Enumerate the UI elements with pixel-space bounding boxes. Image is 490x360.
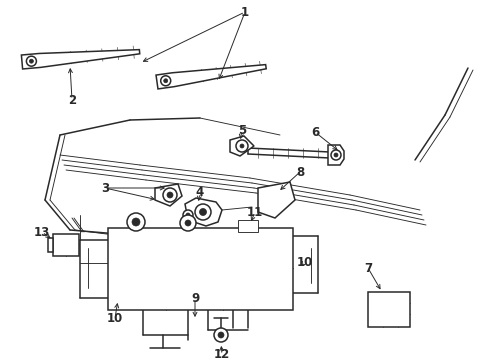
Circle shape (195, 204, 211, 220)
Text: 13: 13 (34, 225, 50, 238)
Text: 4: 4 (196, 186, 204, 199)
Circle shape (331, 150, 341, 160)
Circle shape (214, 328, 228, 342)
Circle shape (180, 215, 196, 231)
Polygon shape (156, 64, 266, 89)
Text: 10: 10 (107, 311, 123, 324)
Circle shape (186, 213, 190, 217)
FancyBboxPatch shape (48, 238, 53, 252)
Circle shape (183, 210, 193, 220)
Circle shape (132, 218, 140, 226)
Circle shape (127, 213, 145, 231)
Circle shape (164, 79, 168, 83)
Polygon shape (22, 50, 140, 69)
Circle shape (218, 332, 224, 338)
Text: 12: 12 (214, 348, 230, 360)
Text: 11: 11 (247, 206, 263, 219)
FancyBboxPatch shape (108, 228, 293, 310)
Polygon shape (185, 198, 222, 226)
Text: 3: 3 (101, 181, 109, 194)
Text: 1: 1 (241, 5, 249, 18)
Circle shape (167, 192, 173, 198)
Text: 5: 5 (238, 123, 246, 136)
Circle shape (334, 153, 338, 157)
FancyBboxPatch shape (238, 220, 258, 232)
Circle shape (163, 188, 177, 202)
Text: 10: 10 (297, 256, 313, 269)
Text: 8: 8 (296, 166, 304, 179)
Circle shape (236, 140, 248, 152)
Text: 9: 9 (191, 292, 199, 305)
Polygon shape (155, 184, 182, 206)
Text: 6: 6 (311, 126, 319, 139)
Circle shape (185, 220, 191, 226)
Circle shape (29, 59, 33, 63)
Circle shape (240, 144, 244, 148)
FancyBboxPatch shape (53, 234, 79, 256)
Circle shape (161, 76, 171, 86)
Text: 7: 7 (364, 261, 372, 274)
Circle shape (26, 56, 36, 66)
Polygon shape (230, 136, 254, 156)
Polygon shape (258, 182, 295, 218)
Text: 2: 2 (68, 94, 76, 107)
Polygon shape (328, 145, 344, 165)
FancyBboxPatch shape (368, 292, 410, 327)
Circle shape (199, 208, 206, 216)
